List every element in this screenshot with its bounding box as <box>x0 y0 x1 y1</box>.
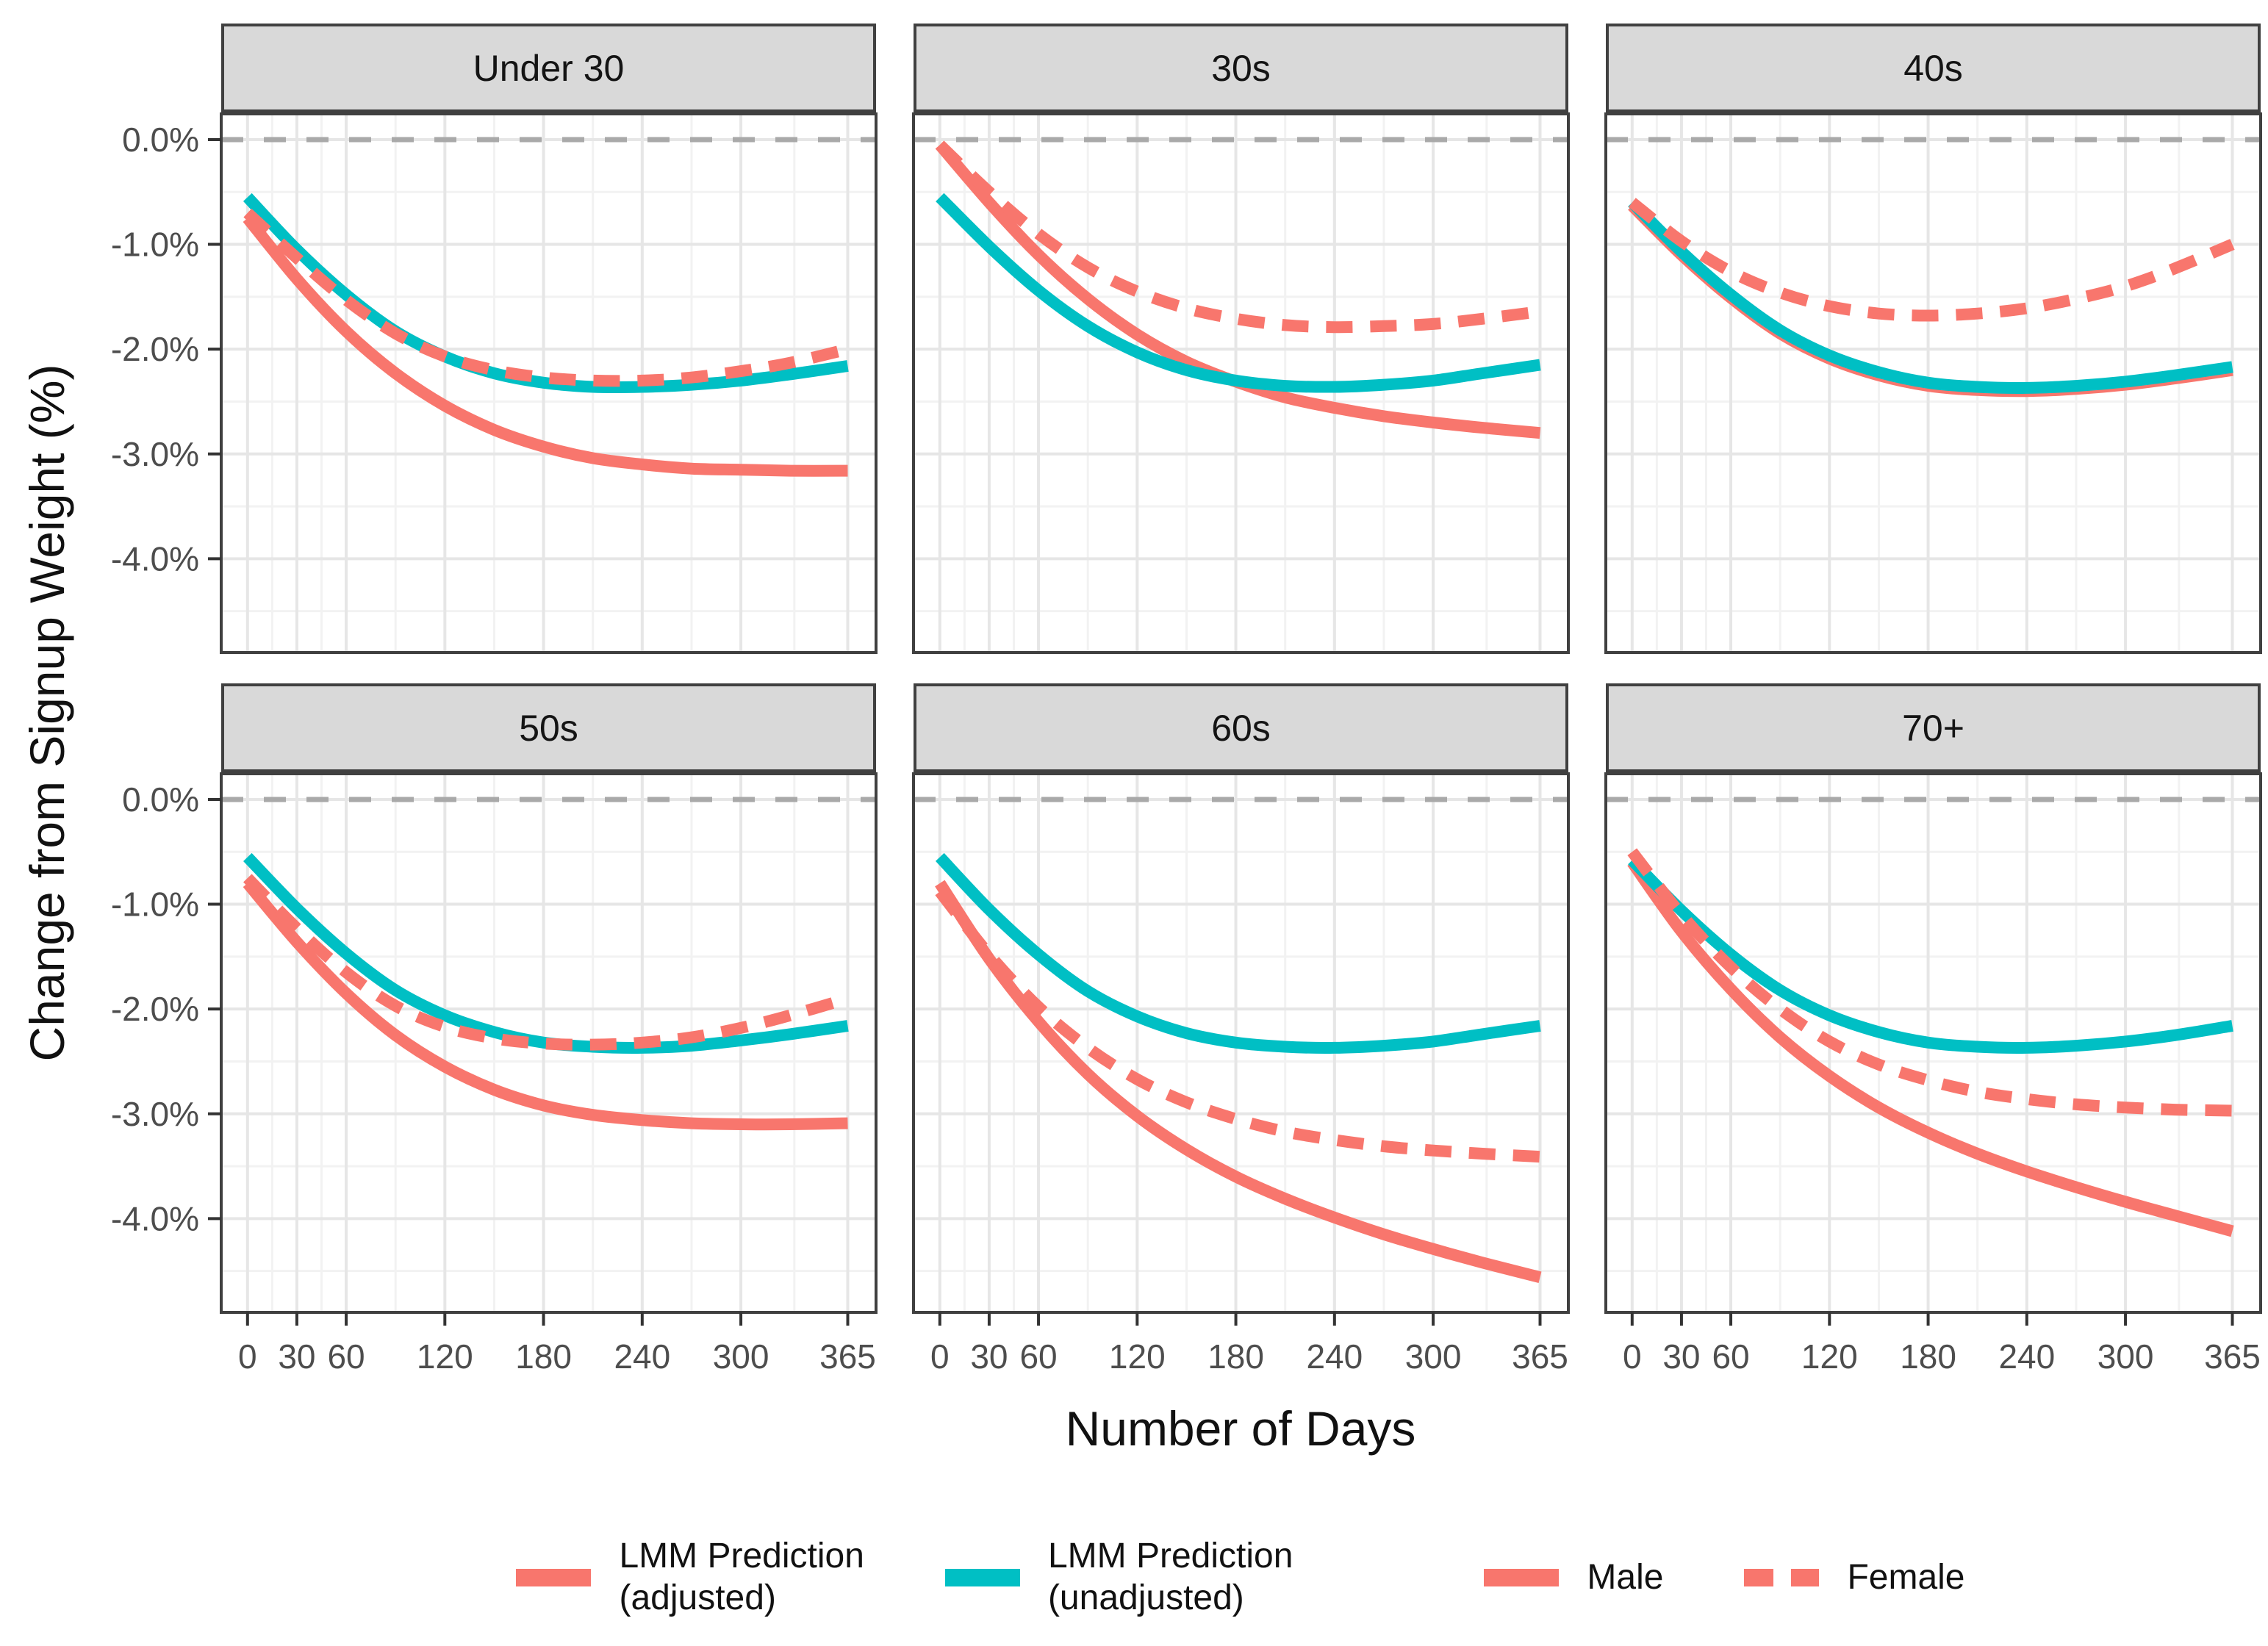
grid-minor <box>221 114 876 653</box>
legend-item-male: Male <box>1484 1557 1663 1599</box>
x-axis-title: Number of Days <box>1065 1401 1416 1456</box>
x-tick-label: 0 <box>930 1337 950 1376</box>
x-tick-label: 60 <box>327 1337 365 1376</box>
x-tick-label: 60 <box>1019 1337 1057 1376</box>
facet-strip-under-30: Under 30 <box>221 24 876 112</box>
series-unadjusted <box>1628 856 2233 1054</box>
series-female <box>936 140 1541 334</box>
legend-label: LMM Prediction (unadjusted) <box>1047 1537 1293 1617</box>
series-female <box>1628 198 2235 322</box>
x-tick-label: 120 <box>417 1337 473 1376</box>
series-unadjusted <box>936 193 1541 393</box>
facet-strip-70plus: 70+ <box>1606 683 2261 772</box>
series-male <box>935 880 1542 1283</box>
x-tick-label: 240 <box>1998 1337 2055 1376</box>
grid-major <box>221 114 876 653</box>
legend: LMM Prediction (adjusted) LMM Prediction… <box>221 1515 2260 1640</box>
facet-strip-60s: 60s <box>914 683 1568 772</box>
facet-panel-1 <box>912 112 1570 654</box>
legend-label: Female <box>1847 1557 1965 1597</box>
panel-border <box>912 772 1570 1314</box>
x-axis-5: 0 30 60 120 180 240 300 365 <box>1623 1312 2261 1376</box>
series-female <box>1627 848 2233 1117</box>
y-axis-title: Change from Signup Weight (%) <box>20 364 74 1062</box>
x-tick-label: 30 <box>1662 1337 1700 1376</box>
x-tick-label: 120 <box>1801 1337 1858 1376</box>
x-tick-label: 30 <box>278 1337 315 1376</box>
x-tick-label: 365 <box>2204 1337 2261 1376</box>
facet-strip-label: 70+ <box>1902 707 1964 749</box>
y-tick-label: -2.0% <box>111 990 199 1028</box>
facet-strip-label: 50s <box>519 707 578 749</box>
y-tick-label: -3.0% <box>111 1095 199 1133</box>
x-tick-label: 300 <box>2097 1337 2154 1376</box>
x-tick-label: 180 <box>1207 1337 1264 1376</box>
x-axis-4: 0 30 60 120 180 240 300 365 <box>930 1312 1568 1376</box>
x-axis-3: 0 30 60 120 180 240 300 365 <box>238 1312 876 1376</box>
x-tick-label: 365 <box>819 1337 876 1376</box>
x-tick-label: 30 <box>970 1337 1008 1376</box>
legend-item-lmm-unadjusted: LMM Prediction (unadjusted) <box>944 1536 1293 1619</box>
y-axis-row-1: 0.0% -1.0% -2.0% -3.0% -4.0% <box>111 780 221 1237</box>
y-tick-label: -1.0% <box>111 226 199 264</box>
facet-panel-2 <box>1604 112 2262 654</box>
x-tick-label: 300 <box>713 1337 769 1376</box>
panel-border <box>1604 772 2262 1314</box>
series-female <box>243 874 850 1051</box>
facet-strip-label: 40s <box>1903 47 1963 89</box>
y-tick-label: 0.0% <box>122 780 199 819</box>
legend-swatch-solid-teal-icon <box>944 1569 1020 1586</box>
y-axis-row-0: 0.0% -1.0% -2.0% -3.0% -4.0% <box>111 121 221 578</box>
panel-border <box>912 112 1570 654</box>
series-male <box>243 879 848 1131</box>
legend-label: Male <box>1587 1557 1664 1597</box>
panel-border <box>1604 112 2262 654</box>
legend-swatch-solid-salmon-icon <box>516 1569 592 1586</box>
x-tick-label: 240 <box>1306 1337 1363 1376</box>
x-tick-label: 180 <box>515 1337 572 1376</box>
panel-border <box>220 772 878 1314</box>
y-tick-label: 0.0% <box>122 121 199 159</box>
panel-border <box>220 112 878 654</box>
series-unadjusted <box>243 193 849 394</box>
y-tick-label: -4.0% <box>111 1199 199 1237</box>
series-male <box>243 214 848 477</box>
y-tick-label: -3.0% <box>111 435 199 473</box>
facet-panel-3: 0 30 60 120 180 240 300 365 0.0% -1.0% -2.0% -3.0% -… <box>111 772 878 1376</box>
series-male <box>1627 858 2234 1237</box>
x-tick-label: 240 <box>614 1337 670 1376</box>
legend-swatch-dashed-salmon-icon <box>1744 1569 1820 1586</box>
legend-label: LMM Prediction (adjusted) <box>619 1537 864 1617</box>
y-tick-label: -4.0% <box>111 539 199 578</box>
legend-item-female: Female <box>1744 1557 1965 1599</box>
facet-panel-4: 0 30 60 120 180 240 300 365 <box>912 772 1570 1376</box>
series-unadjusted <box>243 852 849 1054</box>
x-tick-label: 300 <box>1405 1337 1462 1376</box>
x-tick-label: 60 <box>1712 1337 1749 1376</box>
legend-swatch-solid-salmon-icon <box>1484 1569 1560 1586</box>
y-tick-label: -2.0% <box>111 330 199 368</box>
facet-panel-5: 0 30 60 120 180 240 300 365 <box>1604 772 2262 1376</box>
facet-panel-0: 0.0% -1.0% -2.0% -3.0% -4.0% <box>111 112 878 654</box>
x-tick-label: 0 <box>1623 1337 1642 1376</box>
x-tick-label: 180 <box>1900 1337 1956 1376</box>
facet-strip-label: 30s <box>1211 47 1271 89</box>
x-tick-label: 0 <box>238 1337 257 1376</box>
facet-strip-label: Under 30 <box>473 47 625 89</box>
x-tick-label: 120 <box>1109 1337 1166 1376</box>
facet-strip-label: 60s <box>1211 707 1271 749</box>
facet-strip-30s: 30s <box>914 24 1568 112</box>
facet-strip-50s: 50s <box>221 683 876 772</box>
series-unadjusted <box>935 852 1541 1054</box>
facet-strip-40s: 40s <box>1606 24 2261 112</box>
series-female <box>243 208 850 387</box>
x-tick-label: 365 <box>1512 1337 1568 1376</box>
y-tick-label: -1.0% <box>111 885 199 924</box>
series-unadjusted <box>1628 198 2233 394</box>
series-female <box>935 888 1540 1163</box>
legend-item-lmm-adjusted: LMM Prediction (adjusted) <box>516 1536 864 1619</box>
